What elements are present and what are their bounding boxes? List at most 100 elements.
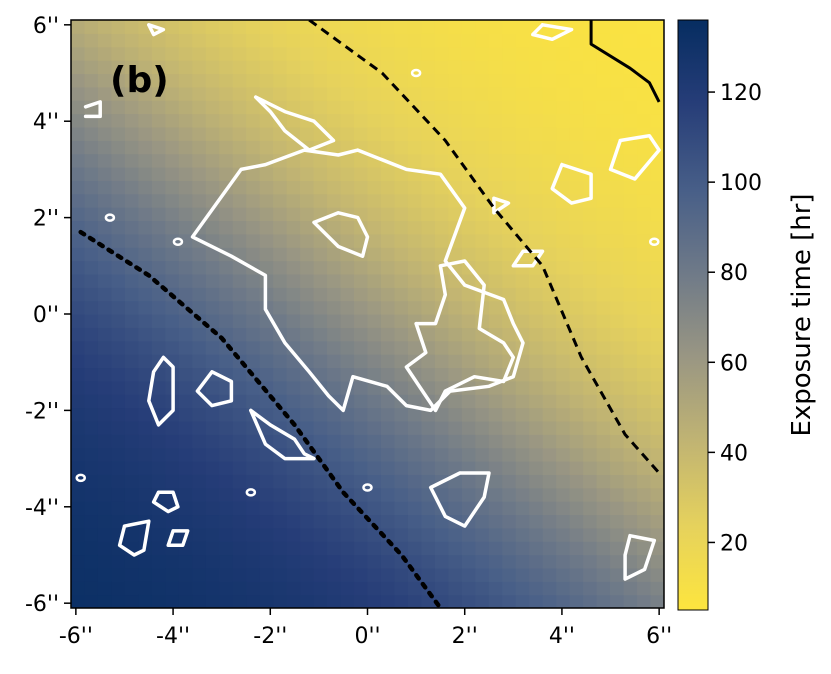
heatmap-cell (515, 100, 530, 115)
heatmap-cell (232, 394, 247, 409)
heatmap-cell (502, 20, 517, 34)
heatmap-cell (165, 73, 180, 88)
white-contour-blob (172, 237, 184, 246)
heatmap-cell (205, 300, 220, 315)
heatmap-cell (124, 140, 139, 155)
heatmap-cell (650, 581, 664, 596)
heatmap-cell (259, 247, 274, 262)
heatmap-cell (556, 487, 571, 502)
heatmap-cell (232, 327, 247, 342)
heatmap-cell (610, 380, 625, 395)
heatmap-cell (286, 554, 301, 569)
heatmap-cell (286, 73, 301, 88)
heatmap-cell (434, 86, 449, 101)
heatmap-cell (354, 541, 369, 556)
heatmap-cell (367, 461, 382, 475)
heatmap-cell (340, 541, 355, 556)
heatmap-cell (273, 287, 288, 302)
heatmap-cell (259, 33, 274, 48)
heatmap-cell (637, 501, 652, 516)
heatmap-cell (434, 554, 449, 569)
heatmap-cell (556, 193, 571, 208)
heatmap-cell (124, 207, 139, 222)
heatmap-cell (515, 33, 530, 48)
heatmap-cell (219, 594, 234, 608)
heatmap-cell (488, 501, 503, 516)
heatmap-cell (650, 394, 664, 409)
heatmap-cell (461, 20, 476, 34)
heatmap-cell (502, 434, 517, 449)
heatmap-cell (596, 434, 611, 449)
heatmap-cell (448, 340, 463, 355)
heatmap-cell (71, 247, 86, 262)
heatmap-cell (583, 340, 598, 355)
heatmap-cell (610, 180, 625, 195)
heatmap-cell (529, 394, 544, 409)
heatmap-cell (421, 567, 436, 582)
heatmap-cell (394, 113, 409, 128)
heatmap-cell (650, 60, 664, 75)
heatmap-cell (407, 287, 423, 302)
heatmap-cell (448, 140, 463, 155)
heatmap-cell (596, 60, 611, 75)
heatmap-cell (111, 86, 126, 101)
heatmap-cell (475, 260, 490, 275)
heatmap-cell (340, 86, 355, 101)
heatmap-cell (84, 193, 99, 208)
heatmap-cell (313, 554, 328, 569)
heatmap-cell (488, 447, 503, 462)
heatmap-cell (138, 167, 153, 181)
heatmap-cell (637, 287, 652, 302)
heatmap-cell (407, 367, 423, 382)
heatmap-cell (354, 487, 369, 502)
heatmap-cell (434, 207, 449, 222)
heatmap-cell (650, 20, 664, 34)
heatmap-cell (71, 581, 86, 596)
heatmap-cell (421, 434, 436, 449)
heatmap-cell (407, 474, 423, 489)
heatmap-cell (542, 487, 557, 502)
heatmap-cell (97, 501, 113, 516)
heatmap-cell (178, 60, 193, 75)
heatmap-cell (637, 487, 652, 502)
heatmap-cell (259, 567, 274, 582)
heatmap-cell (313, 420, 328, 435)
heatmap-cell (246, 247, 261, 262)
heatmap-cell (569, 20, 584, 34)
heatmap-cell (111, 314, 126, 328)
heatmap-cell (232, 287, 247, 302)
heatmap-cell (394, 100, 409, 115)
heatmap-cell (219, 86, 234, 101)
heatmap-cell (380, 300, 396, 315)
heatmap-cell (354, 20, 369, 34)
heatmap-cell (448, 247, 463, 262)
heatmap-cell (192, 193, 207, 208)
heatmap-cell (475, 167, 490, 181)
heatmap-cell (300, 300, 315, 315)
heatmap-cell (97, 380, 113, 395)
heatmap-cell (151, 340, 166, 355)
heatmap-cell (71, 260, 86, 275)
heatmap-cell (461, 247, 476, 262)
heatmap-cell (475, 527, 490, 542)
colorbar (677, 19, 709, 611)
heatmap-cell (367, 73, 382, 88)
heatmap-cell (313, 407, 328, 422)
heatmap-cell (542, 220, 557, 235)
heatmap-cell (596, 273, 611, 288)
heatmap-cell (327, 527, 342, 542)
heatmap-cell (542, 434, 557, 449)
heatmap-cell (246, 273, 261, 288)
heatmap-cell (367, 220, 382, 235)
heatmap-cell (488, 420, 503, 435)
heatmap-cell (407, 394, 423, 409)
heatmap-cell (637, 380, 652, 395)
heatmap-cell (84, 247, 99, 262)
heatmap-cell (192, 260, 207, 275)
heatmap-cell (448, 567, 463, 582)
heatmap-cell (502, 380, 517, 395)
heatmap-cell (71, 340, 86, 355)
heatmap-cell (515, 73, 530, 88)
heatmap-cell (434, 126, 449, 141)
